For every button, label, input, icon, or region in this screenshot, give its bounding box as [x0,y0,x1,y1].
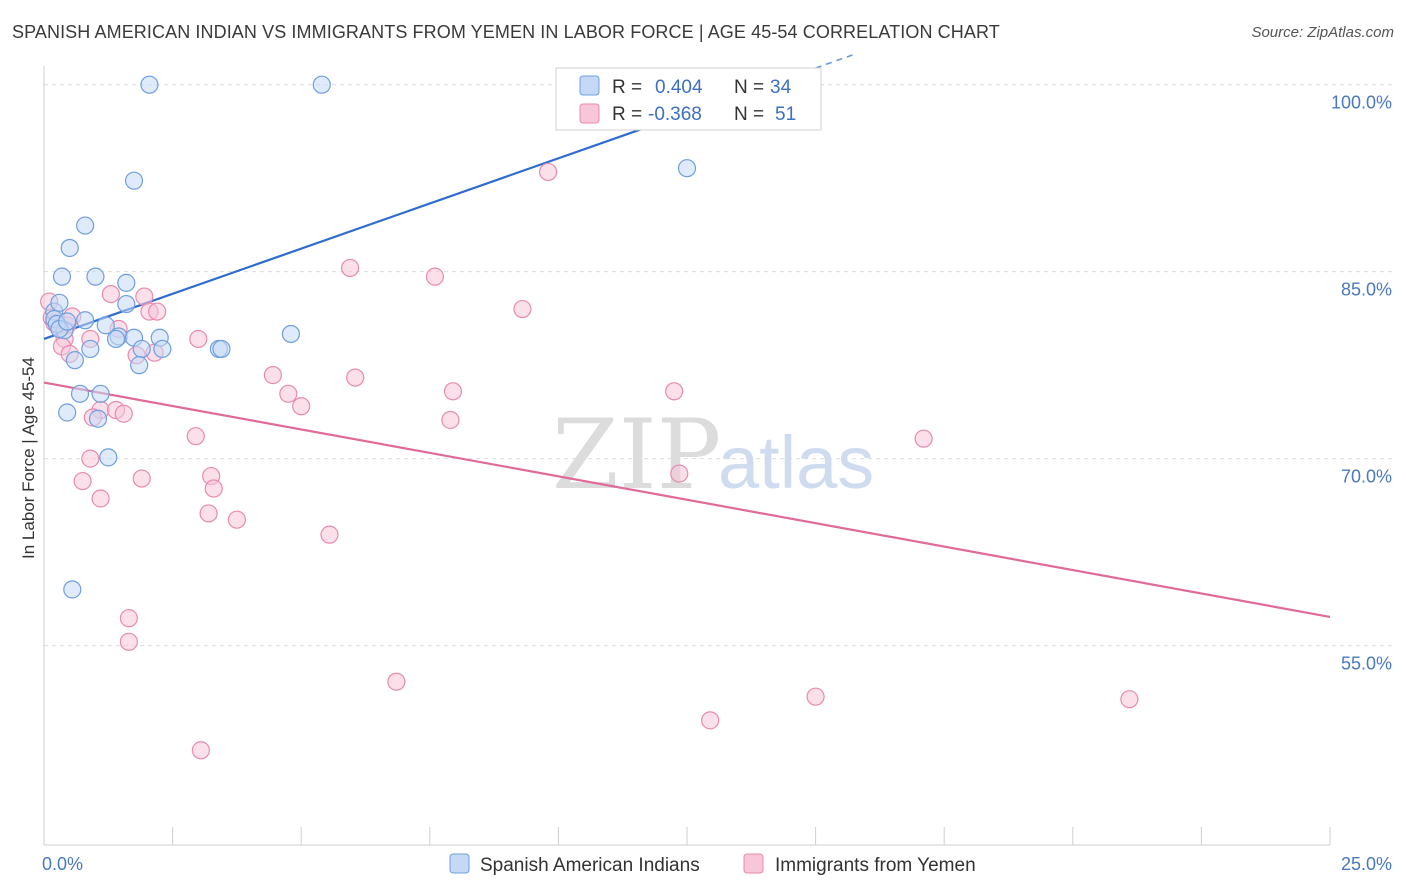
y-axis-label: In Labor Force | Age 45-54 [19,357,38,559]
legend-swatch-blue [579,75,600,96]
point-spanish-american-indians-18 [117,294,136,314]
y-tick-labels: 55.0% 70.0% 85.0% 100.0% [1331,93,1392,674]
source-credit: Source: ZipAtlas.com [1251,24,1394,41]
point-spanish-american-indians-15 [677,159,697,178]
point-spanish-american-indians-25 [132,339,151,359]
x-tick-labels: 0.0% 25.0% [42,854,1392,874]
point-spanish-american-indians-10 [86,267,105,286]
series-label-immigrants-from-yemen: Immigrants from Yemen [775,855,976,876]
point-immigrants-from-yemen-24 [91,489,110,508]
point-immigrants-from-yemen-37 [425,267,445,286]
point-immigrants-from-yemen-50 [1120,690,1139,709]
point-spanish-american-indians-24 [153,339,172,359]
watermark-zip: ZIP [552,399,721,511]
point-spanish-american-indians-31 [70,384,90,403]
point-immigrants-from-yemen-48 [806,687,825,706]
point-spanish-american-indians-32 [91,384,110,403]
correlation-legend: R = 0.404 N = 34 R = -0.368 N = 51 [555,67,822,131]
point-immigrants-from-yemen-25 [132,469,151,488]
legend-n-value-1: 34 [770,77,792,98]
point-immigrants-from-yemen-38 [441,410,460,430]
point-immigrants-from-yemen-10 [101,284,120,304]
point-spanish-american-indians-34 [88,409,108,428]
point-spanish-american-indians-21 [106,329,126,349]
zipatlas-watermark: ZIP atlas [552,399,874,511]
series-swatch-blue [449,853,470,874]
point-immigrants-from-yemen-34 [320,525,339,544]
x-tick-label-min: 0.0% [42,854,83,874]
legend-box [555,67,822,131]
data-points [40,75,1139,760]
y-tick-label-85: 85.0% [1341,280,1392,300]
series-label-spanish-american-indians: Spanish American Indians [480,855,700,876]
point-immigrants-from-yemen-39 [443,382,463,401]
y-tick-label-70: 70.0% [1341,467,1392,487]
legend-r-label-2: R = [612,104,642,125]
point-immigrants-from-yemen-42 [665,382,684,401]
series-legend: Spanish American Indians Immigrants from… [449,853,976,876]
point-spanish-american-indians-11 [117,273,136,292]
point-spanish-american-indians-33 [58,403,77,422]
trend-line-immigrants-from-yemen [43,381,1331,618]
point-spanish-american-indians-35 [99,448,118,467]
point-spanish-american-indians-17 [96,316,115,335]
legend-r-value-1: 0.404 [655,77,703,98]
point-immigrants-from-yemen-23 [73,471,92,491]
point-immigrants-from-yemen-41 [539,162,558,182]
point-immigrants-from-yemen-36 [346,368,365,387]
watermark-atlas: atlas [718,421,874,504]
point-spanish-american-indians-26 [65,351,84,370]
point-immigrants-from-yemen-17 [189,329,208,349]
point-immigrants-from-yemen-40 [513,299,532,319]
point-immigrants-from-yemen-46 [387,672,406,691]
point-immigrants-from-yemen-33 [292,397,311,416]
point-spanish-american-indians-14 [312,75,331,94]
y-tick-label-55: 55.0% [1341,654,1392,674]
point-immigrants-from-yemen-35 [340,258,360,278]
point-immigrants-from-yemen-29 [199,504,218,523]
point-immigrants-from-yemen-31 [263,366,283,385]
grid-lines [44,84,1392,647]
chart-title: SPANISH AMERICAN INDIAN VS IMMIGRANTS FR… [12,22,1000,42]
point-spanish-american-indians-8 [60,238,79,258]
point-immigrants-from-yemen-20 [114,404,133,423]
trend-line-spanish-american-indians-extension [805,52,858,73]
point-immigrants-from-yemen-26 [186,427,205,446]
point-spanish-american-indians-16 [76,311,95,330]
point-spanish-american-indians-6 [58,312,77,331]
point-immigrants-from-yemen-49 [914,429,933,448]
point-spanish-american-indians-27 [130,356,149,375]
point-immigrants-from-yemen-14 [148,302,167,321]
y-tick-label-100: 100.0% [1331,93,1392,113]
point-spanish-american-indians-36 [63,580,82,599]
point-spanish-american-indians-29 [212,339,231,359]
legend-r-value-2: -0.368 [648,104,702,125]
legend-swatch-pink [579,103,600,124]
point-immigrants-from-yemen-22 [81,449,100,468]
legend-n-value-2: 51 [775,104,796,125]
trend-lines [43,52,1331,618]
legend-n-label-1: N = [734,77,764,98]
point-immigrants-from-yemen-28 [204,479,223,498]
point-immigrants-from-yemen-43 [670,464,689,483]
point-immigrants-from-yemen-47 [701,711,720,730]
point-immigrants-from-yemen-30 [227,510,246,529]
point-immigrants-from-yemen-44 [119,609,138,628]
x-tick-label-max: 25.0% [1341,854,1392,874]
point-spanish-american-indians-1 [50,293,69,312]
point-spanish-american-indians-30 [281,324,301,344]
legend-r-label-1: R = [612,77,642,98]
point-spanish-american-indians-7 [52,267,72,286]
point-spanish-american-indians-9 [76,216,95,235]
series-swatch-pink [743,853,764,874]
point-spanish-american-indians-13 [140,75,159,94]
point-immigrants-from-yemen-45 [119,632,138,651]
point-immigrants-from-yemen-51 [191,741,210,760]
point-immigrants-from-yemen-32 [279,384,298,403]
axes [43,66,1331,846]
point-spanish-american-indians-12 [124,171,144,190]
point-spanish-american-indians-20 [81,339,100,359]
legend-n-label-2: N = [734,104,764,125]
